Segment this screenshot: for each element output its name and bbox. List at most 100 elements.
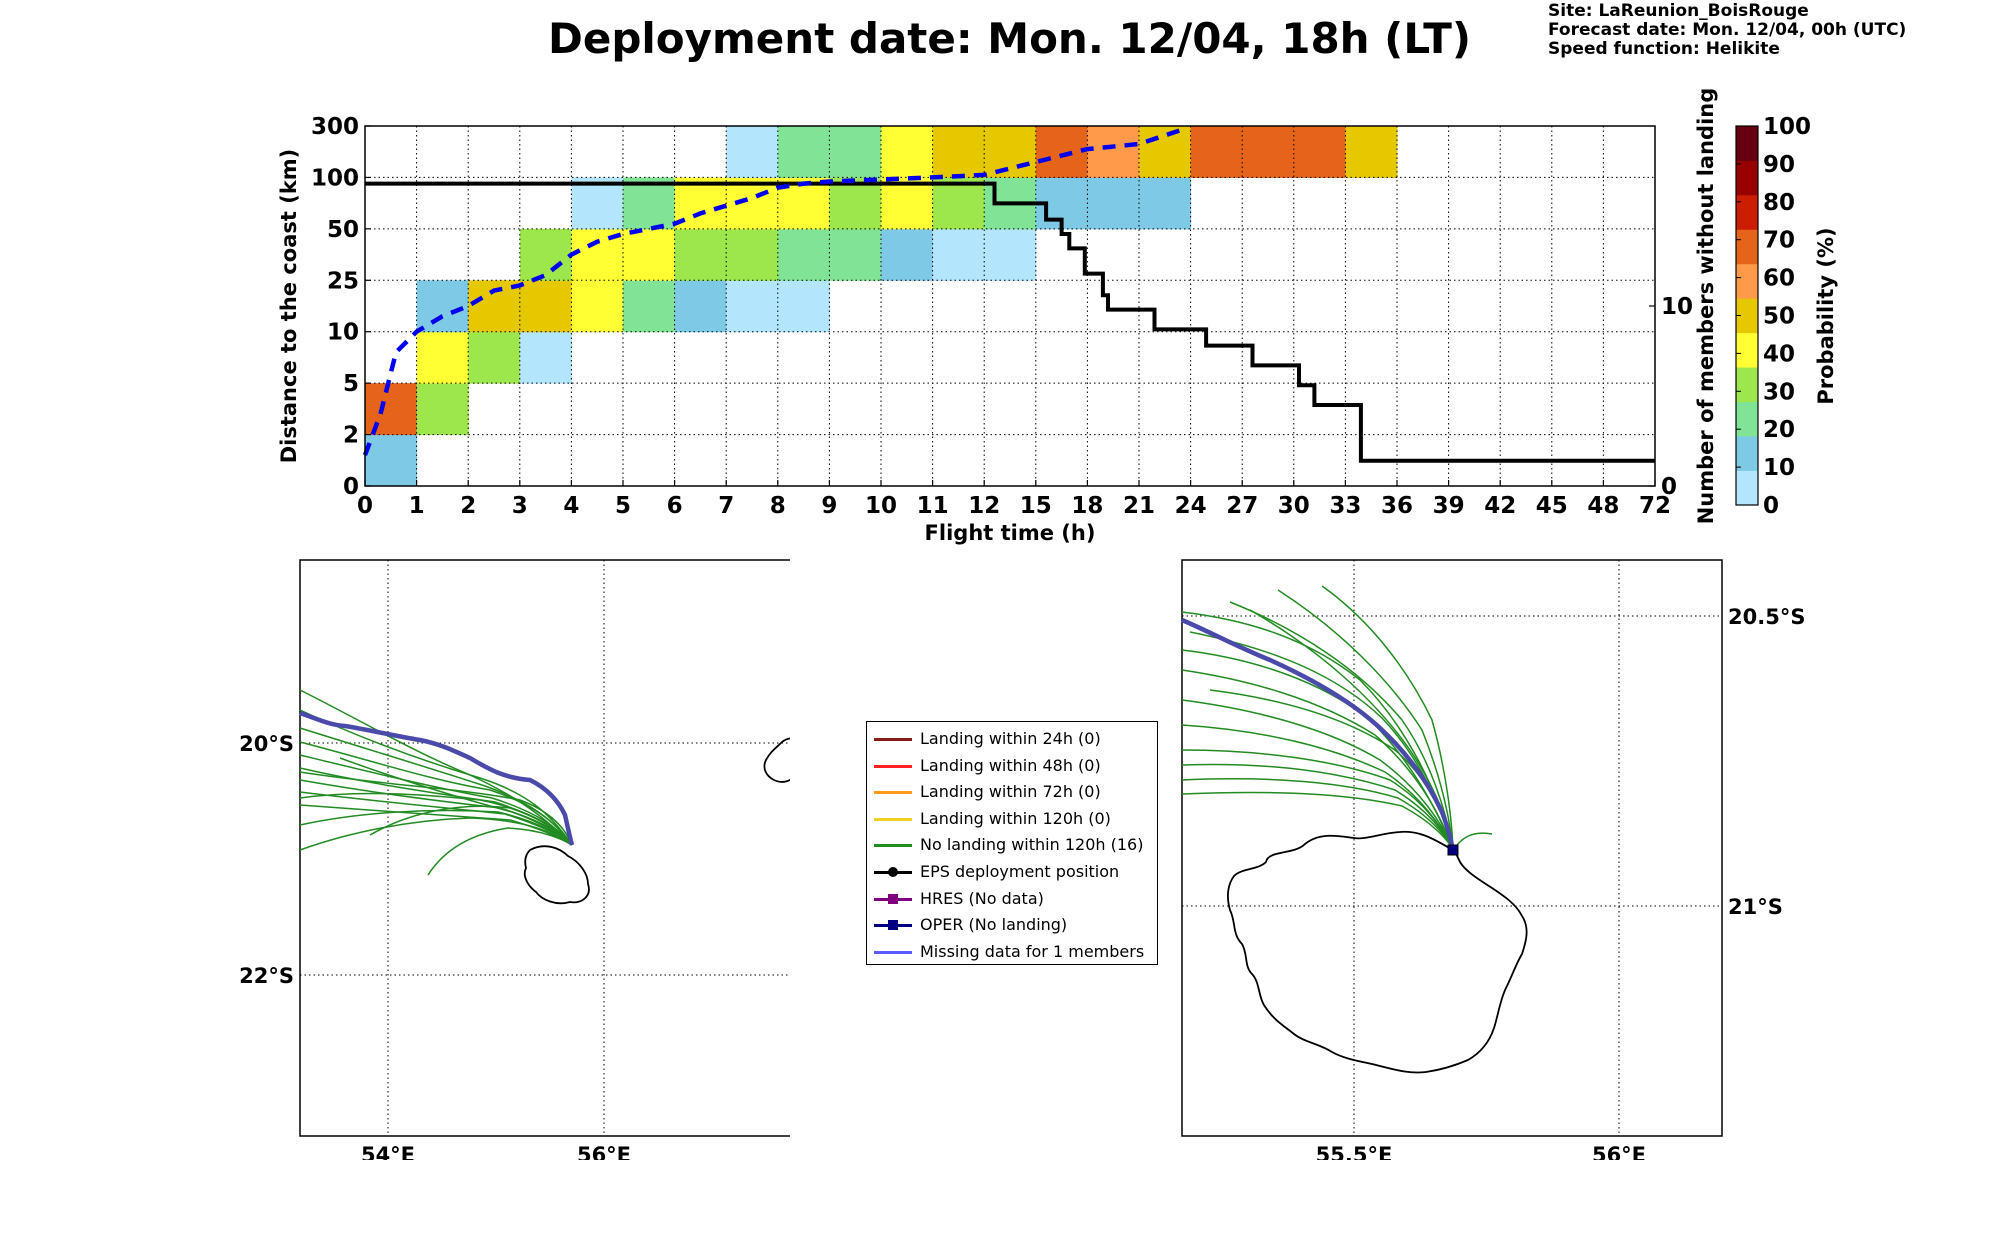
eps-member-track — [299, 709, 573, 846]
colorbar-segment — [1736, 401, 1758, 437]
legend-item: EPS deployment position — [867, 859, 1157, 885]
x-tick-label: 48 — [1587, 493, 1619, 519]
y-axis-label: Distance to the coast (km) — [277, 149, 301, 464]
eps-member-track — [1181, 791, 1454, 851]
x-tick-label: 1 — [409, 493, 425, 519]
oper-track — [299, 710, 575, 846]
colorbar-tick-label: 30 — [1763, 379, 1795, 405]
x-tick-label: 30 — [1278, 493, 1310, 519]
heatmap-cell — [674, 228, 727, 281]
deployment-marker — [1447, 844, 1459, 856]
legend-item: HRES (No data) — [867, 886, 1157, 912]
heatmap-cell — [726, 177, 779, 230]
colorbar-tick-label: 20 — [1763, 417, 1795, 443]
x-tick-label: 9 — [821, 493, 837, 519]
x-tick-label: 15 — [1020, 493, 1052, 519]
eps-member-track — [1321, 585, 1454, 851]
map-zoom-frame — [1181, 559, 1723, 1137]
y2-axis-label: Number of members without landing — [1694, 88, 1718, 525]
heatmap-cell — [1242, 126, 1295, 178]
colorbar-tick-label: 70 — [1763, 228, 1795, 254]
heatmap-cell — [623, 228, 676, 281]
map-x-tick-label: 56°E — [1592, 1143, 1646, 1160]
heatmap-cell — [365, 383, 418, 436]
legend-label: Missing data for 1 members — [920, 941, 1145, 961]
colorbar-segment — [1736, 229, 1758, 265]
legend-line-swatch — [874, 764, 912, 768]
eps-member-track — [299, 754, 573, 846]
legend-item: No landing within 120h (16) — [867, 832, 1157, 858]
heatmap-cell — [726, 228, 779, 281]
heatmap-cell — [674, 280, 727, 333]
legend-line-swatch — [874, 844, 912, 848]
eps-member-track — [339, 757, 573, 846]
heatmap-cell — [829, 177, 882, 230]
colorbar-tick-label: 10 — [1763, 455, 1795, 481]
heatmap-cell — [1139, 126, 1192, 178]
forecast-date-label: Forecast date: Mon. 12/04, 00h (UTC) — [1548, 20, 1907, 40]
speed-function-label: Speed function: Helikite — [1548, 39, 1780, 59]
y-tick-label: 300 — [311, 114, 359, 140]
colorbar-tick-label: 40 — [1763, 341, 1795, 367]
legend-label: Landing within 48h (0) — [920, 755, 1101, 775]
x-tick-label: 72 — [1639, 493, 1671, 519]
heatmap-cell — [777, 126, 830, 178]
colorbar-tick-label: 100 — [1763, 114, 1811, 140]
colorbar-segment — [1736, 263, 1758, 299]
heatmap-cell — [1087, 126, 1140, 178]
heatmap-cell — [571, 177, 624, 230]
eps-member-track — [1189, 631, 1454, 851]
probability-heatmap-chart: 0 1 2 3 4 5 6 7 8 9 10 11 12 15 18 21 24 27 30 33 36 39 42 45 48… — [277, 88, 1838, 545]
heatmap-cell — [881, 228, 934, 281]
map-x-tick-label: 54°E — [361, 1143, 415, 1160]
legend-label: Landing within 120h (0) — [920, 808, 1111, 828]
info-block: Site: LaReunion_BoisRouge Forecast date:… — [1548, 2, 1906, 59]
map-zoom: 55.5°E 56°E 20.5°S 21°S — [1181, 559, 1805, 1160]
x-axis-ticks: 0 1 2 3 4 5 6 7 8 9 10 11 12 15 18 21 24 27 30 33 36 39 42 45 48… — [357, 480, 1671, 519]
x-tick-label: 5 — [615, 493, 631, 519]
y-tick-label: 2 — [343, 423, 359, 449]
eps-member-track — [1181, 763, 1454, 851]
heatmap-cell — [881, 177, 934, 230]
colorbar-tick-label: 80 — [1763, 190, 1795, 216]
heatmap-cell — [829, 126, 882, 178]
eps-member-track — [1181, 778, 1454, 851]
x-tick-label: 6 — [667, 493, 683, 519]
heatmap-cell — [1139, 177, 1192, 230]
eps-member-track — [1452, 832, 1493, 851]
chart-title: Deployment date: Mon. 12/04, 18h (LT) — [548, 14, 1472, 63]
colorbar-segment — [1736, 194, 1758, 230]
heatmap-cell — [829, 228, 882, 281]
y2-axis-ticks: 0 10 — [1649, 294, 1693, 500]
colorbar-segment — [1736, 332, 1758, 368]
map-overview: 54°E56°E58°E20°S22°S — [239, 559, 790, 1160]
mauritius-coastline — [763, 737, 790, 783]
map-x-tick-label: 56°E — [577, 1143, 631, 1160]
colorbar: 0 10 20 30 40 50 60 70 80 90 100 — [1735, 114, 1811, 519]
heatmap-cell — [984, 126, 1037, 178]
x-tick-label: 36 — [1381, 493, 1413, 519]
eps-member-track — [427, 827, 573, 876]
colorbar-segment — [1736, 436, 1758, 471]
x-axis-label: Flight time (h) — [925, 521, 1096, 545]
oper-track — [1181, 617, 1456, 851]
legend-label: No landing within 120h (16) — [920, 835, 1144, 855]
legend-line-swatch — [874, 791, 912, 795]
eps-member-track — [1277, 589, 1454, 851]
x-tick-label: 18 — [1071, 493, 1103, 519]
reunion-coastline-zoom — [1227, 830, 1528, 1074]
heatmap-cell — [932, 126, 985, 178]
reunion-coastline — [523, 845, 590, 905]
map-x-tick-label: 55.5°E — [1316, 1143, 1393, 1160]
x-tick-label: 45 — [1536, 493, 1568, 519]
heatmap-cell — [726, 280, 779, 333]
colorbar-tick-label: 60 — [1763, 266, 1795, 292]
colorbar-tick-label: 90 — [1763, 152, 1795, 178]
x-tick-label: 11 — [917, 493, 949, 519]
median-distance-line — [362, 126, 1187, 456]
legend-item: Missing data for 1 members — [867, 939, 1157, 965]
eps-member-track — [1181, 749, 1454, 851]
legend-label: Landing within 72h (0) — [920, 782, 1101, 802]
legend-label: HRES (No data) — [920, 888, 1044, 908]
